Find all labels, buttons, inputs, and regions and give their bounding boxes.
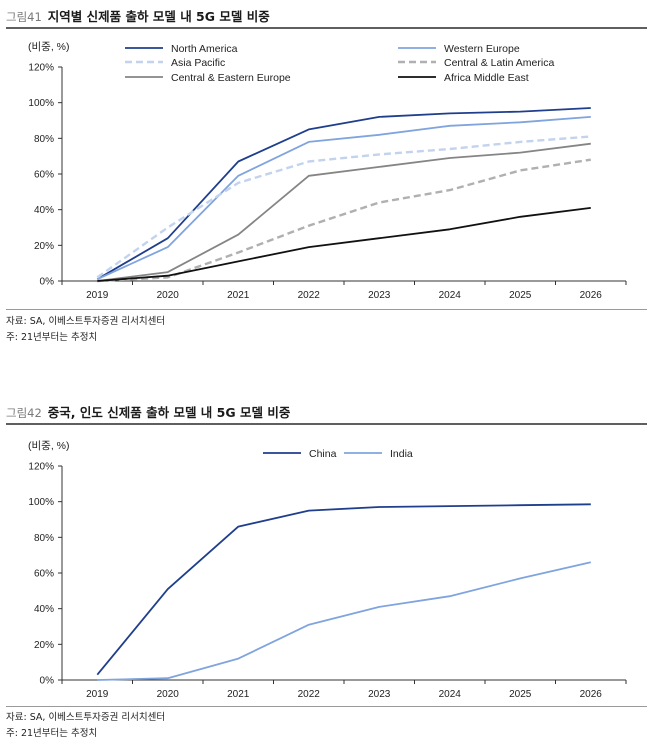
x-tick-label: 2021 [227,290,250,301]
x-tick-label: 2023 [368,689,391,700]
figure-1-top-rule [6,27,647,29]
series-line-central-and-latin-america [97,158,591,283]
figure-1-note: 주: 21년부터는 추정치 [6,332,98,343]
chart-china-india-5g-share: (비중, %) 0% 20% 40% 60% 80% 100% 120% 2019 2020 202… [28,440,627,700]
figure-2-note: 주: 21년부터는 추정치 [6,728,98,739]
figure-1-bottom-rule [6,309,647,310]
y-tick-label: 60% [34,170,54,181]
series-line-india [97,561,592,681]
x-tick-label: 2023 [368,290,391,301]
x-tick-label: 2024 [439,290,462,301]
y-tick-label: 20% [34,241,54,252]
y-tick-label: 0% [40,676,55,687]
chart-regional-5g-share: (비중, %) 0% 20% 40% 60% 80% 100% 120% 2019 2020 202… [28,41,627,301]
y-tick-label: 20% [34,640,54,651]
series-line-asia-pacific [96,135,591,279]
legend-label-africa-middle-east: Africa Middle East [444,72,529,84]
figure-2-title-text: 중국, 인도 신제품 출하 모델 내 5G 모델 비중 [47,405,291,420]
figure-2-number: 그림42 [6,406,42,420]
x-tick-label: 2019 [86,689,109,700]
unit-label: (비중, %) [28,440,69,452]
y-tick-label: 100% [28,98,54,109]
figure-1-title: 그림41 지역별 신제품 출하 모델 내 5G 모델 비중 [6,6,270,25]
y-tick-label: 0% [40,277,55,288]
y-tick-label: 80% [34,533,54,544]
legend-label-china: China [309,448,337,460]
y-tick-label: 60% [34,569,54,580]
legend-label-india: India [390,448,413,460]
x-tick-label: 2026 [580,290,603,301]
x-tick-label: 2026 [580,689,603,700]
y-tick-label: 40% [34,604,54,615]
legend-label-central-and-latin-america: Central & Latin America [444,57,554,69]
y-tick-label: 120% [28,63,54,74]
series-line-central-and-eastern-europe [97,142,591,282]
series-line-china [96,503,591,676]
x-tick-label: 2019 [86,290,109,301]
y-tick-label: 40% [34,205,54,216]
figure-1-title-text: 지역별 신제품 출하 모델 내 5G 모델 비중 [47,9,270,24]
figure-1-source: 자료: SA, 이베스트투자증권 리서치센터 [6,316,166,327]
y-tick-label: 80% [34,134,54,145]
x-tick-label: 2020 [157,689,180,700]
x-tick-label: 2022 [298,689,321,700]
x-tick-label: 2020 [157,290,180,301]
legend-label-north-america: North America [171,43,238,55]
figure-2-bottom-rule [6,706,647,707]
figure-2-source: 자료: SA, 이베스트투자증권 리서치센터 [6,712,166,723]
figure-2-title: 그림42 중국, 인도 신제품 출하 모델 내 5G 모델 비중 [6,402,290,421]
x-tick-label: 2024 [439,689,462,700]
series-line-north-america [96,107,591,280]
y-tick-label: 120% [28,462,54,473]
x-tick-label: 2025 [509,290,532,301]
x-tick-label: 2021 [227,689,250,700]
series-line-western-europe [96,116,591,281]
legend-label-western-europe: Western Europe [444,43,520,55]
x-tick-label: 2025 [509,689,532,700]
y-tick-label: 100% [28,497,54,508]
x-tick-label: 2022 [298,290,321,301]
legend-label-central-and-eastern-europe: Central & Eastern Europe [171,72,291,84]
legend-label-asia-pacific: Asia Pacific [171,57,225,69]
series-line-africa-middle-east [97,207,591,282]
unit-label: (비중, %) [28,41,69,53]
figure-2-top-rule [6,423,647,425]
figure-1-number: 그림41 [6,10,42,24]
